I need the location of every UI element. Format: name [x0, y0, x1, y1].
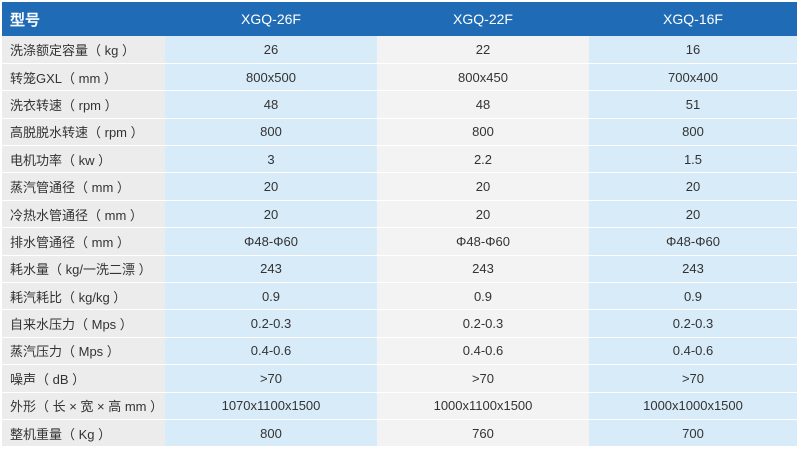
cell-model-1: 0.4-0.6	[165, 337, 377, 366]
cell-model-2: >70	[377, 364, 589, 393]
header-model-2: XGQ-22F	[377, 2, 589, 36]
cell-model-2: 2.2	[377, 145, 589, 174]
table-row: 耗水量（ kg/一洗二漂 ） 243 243 243	[2, 255, 797, 284]
row-label: 排水管通径（ mm ）	[2, 227, 165, 256]
cell-model-1: 0.9	[165, 282, 377, 311]
cell-model-2: 20	[377, 200, 589, 229]
cell-model-2: 20	[377, 172, 589, 201]
row-label: 转笼GXL（ mm ）	[2, 63, 165, 92]
row-label: 耗汽耗比（ kg/kg ）	[2, 282, 165, 311]
cell-model-2: 0.2-0.3	[377, 309, 589, 338]
table-row: 耗汽耗比（ kg/kg ） 0.9 0.9 0.9	[2, 282, 797, 311]
cell-model-2: 48	[377, 90, 589, 119]
table-row: 高脱脱水转速（ rpm ） 800 800 800	[2, 118, 797, 147]
row-label: 整机重量（ Kg ）	[2, 419, 165, 448]
row-label: 耗水量（ kg/一洗二漂 ）	[2, 255, 165, 284]
cell-model-3: 20	[589, 200, 797, 229]
cell-model-2: 800	[377, 118, 589, 147]
table-row: 洗衣转速（ rpm ） 48 48 51	[2, 90, 797, 119]
cell-model-3: 16	[589, 36, 797, 64]
cell-model-1: 800	[165, 118, 377, 147]
row-label: 蒸汽压力（ Mps ）	[2, 337, 165, 366]
cell-model-1: 0.2-0.3	[165, 309, 377, 338]
cell-model-3: 800	[589, 118, 797, 147]
row-label: 洗涤额定容量（ kg ）	[2, 36, 165, 64]
table-row: 洗涤额定容量（ kg ） 26 22 16	[2, 36, 797, 64]
table-row: 转笼GXL（ mm ） 800x500 800x450 700x400	[2, 63, 797, 92]
header-model-1: XGQ-26F	[165, 2, 377, 36]
cell-model-1: 20	[165, 200, 377, 229]
row-label: 冷热水管通径（ mm ）	[2, 200, 165, 229]
row-label: 自来水压力（ Mps ）	[2, 309, 165, 338]
cell-model-3: 20	[589, 172, 797, 201]
table-row: 噪声（ dB ） >70 >70 >70	[2, 364, 797, 393]
row-label: 噪声（ dB ）	[2, 364, 165, 393]
cell-model-3: 700	[589, 419, 797, 448]
cell-model-3: 51	[589, 90, 797, 119]
cell-model-1: 243	[165, 255, 377, 284]
cell-model-2: 0.4-0.6	[377, 337, 589, 366]
cell-model-3: 0.2-0.3	[589, 309, 797, 338]
row-label: 洗衣转速（ rpm ）	[2, 90, 165, 119]
table-row: 排水管通径（ mm ） Φ48-Φ60 Φ48-Φ60 Φ48-Φ60	[2, 227, 797, 256]
table-row: 自来水压力（ Mps ） 0.2-0.3 0.2-0.3 0.2-0.3	[2, 309, 797, 338]
table-row: 整机重量（ Kg ） 800 760 700	[2, 419, 797, 448]
cell-model-3: 700x400	[589, 63, 797, 92]
cell-model-1: 26	[165, 36, 377, 64]
spec-table: 型号 XGQ-26F XGQ-22F XGQ-16F 洗涤额定容量（ kg ） 2…	[2, 2, 797, 448]
cell-model-1: Φ48-Φ60	[165, 227, 377, 256]
row-label: 电机功率（ kw ）	[2, 145, 165, 174]
cell-model-1: >70	[165, 364, 377, 393]
cell-model-3: 243	[589, 255, 797, 284]
row-label: 高脱脱水转速（ rpm ）	[2, 118, 165, 147]
header-row: 型号 XGQ-26F XGQ-22F XGQ-16F	[2, 2, 797, 36]
cell-model-2: 22	[377, 36, 589, 64]
header-model-3: XGQ-16F	[589, 2, 797, 36]
cell-model-2: 800x450	[377, 63, 589, 92]
cell-model-1: 800x500	[165, 63, 377, 92]
cell-model-3: 0.4-0.6	[589, 337, 797, 366]
row-label: 外形（ 长 × 宽 × 高 mm ）	[2, 392, 165, 420]
cell-model-1: 1070x1100x1500	[165, 392, 377, 420]
cell-model-2: 1000x1100x1500	[377, 392, 589, 420]
cell-model-2: 0.9	[377, 282, 589, 311]
cell-model-2: 760	[377, 419, 589, 448]
cell-model-2: 243	[377, 255, 589, 284]
table-row: 蒸汽压力（ Mps ） 0.4-0.6 0.4-0.6 0.4-0.6	[2, 337, 797, 366]
cell-model-1: 800	[165, 419, 377, 448]
table-row: 冷热水管通径（ mm ） 20 20 20	[2, 200, 797, 229]
cell-model-3: 0.9	[589, 282, 797, 311]
header-label: 型号	[2, 2, 165, 36]
cell-model-1: 3	[165, 145, 377, 174]
cell-model-2: Φ48-Φ60	[377, 227, 589, 256]
table-row: 电机功率（ kw ） 3 2.2 1.5	[2, 145, 797, 174]
cell-model-3: >70	[589, 364, 797, 393]
cell-model-1: 20	[165, 172, 377, 201]
cell-model-3: Φ48-Φ60	[589, 227, 797, 256]
cell-model-3: 1.5	[589, 145, 797, 174]
table-row: 外形（ 长 × 宽 × 高 mm ） 1070x1100x1500 1000x110…	[2, 392, 797, 420]
cell-model-1: 48	[165, 90, 377, 119]
row-label: 蒸汽管通径（ mm ）	[2, 172, 165, 201]
cell-model-3: 1000x1000x1500	[589, 392, 797, 420]
table-row: 蒸汽管通径（ mm ） 20 20 20	[2, 172, 797, 201]
